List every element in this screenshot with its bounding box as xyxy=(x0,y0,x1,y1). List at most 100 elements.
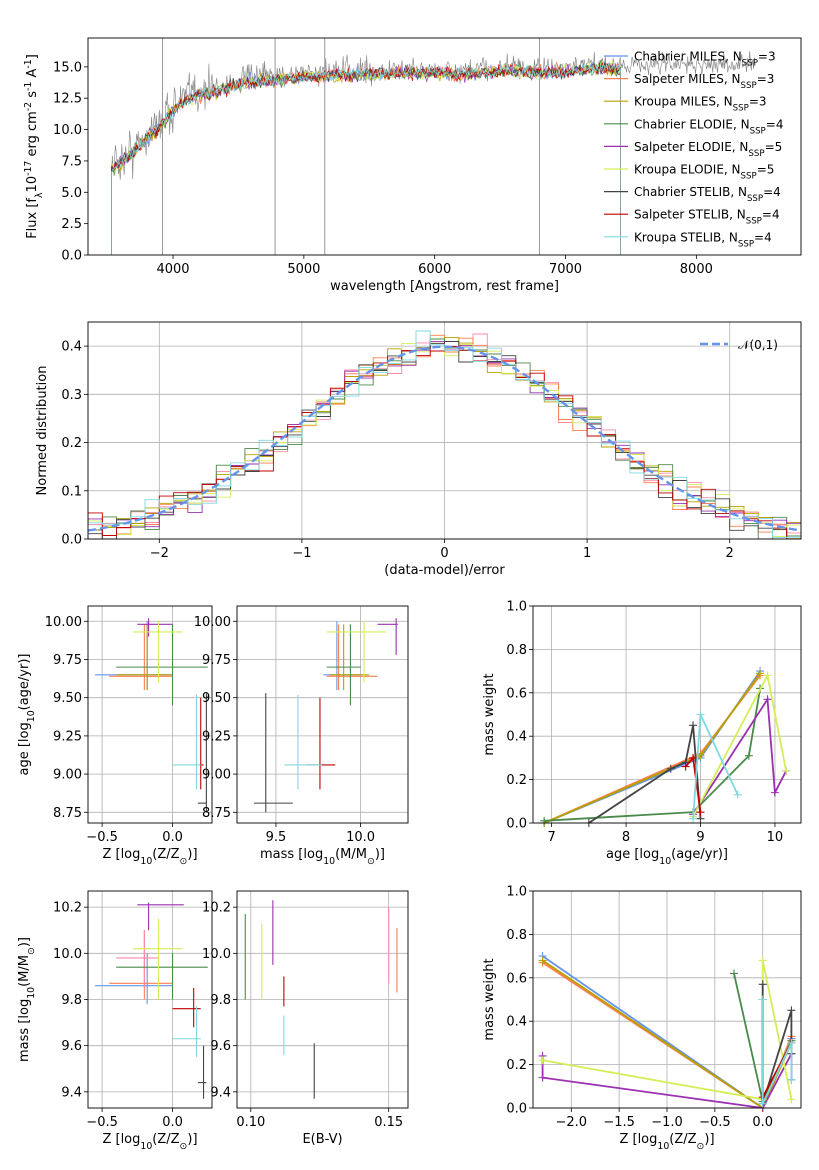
x-axis-label: E(B-V) xyxy=(302,1132,342,1147)
legend-label: Kroupa ELODIE, NSSP=5 xyxy=(634,163,774,182)
x-axis-label: Z [log10(Z/Z⊙)] xyxy=(619,1132,714,1152)
panel-mass-EBV: 0.10 0.15 9.4 9.6 9.8 10.0 10.2 E(B-V) xyxy=(202,890,409,1147)
weight-marker xyxy=(538,956,547,965)
y-tick-label: 10.00 xyxy=(45,615,82,630)
axes-frame xyxy=(236,890,409,1109)
weight-marker xyxy=(763,671,772,680)
y-tick-label: 9.50 xyxy=(53,691,82,706)
weight-marker xyxy=(540,816,549,825)
y-tick-label: 9.4 xyxy=(210,1085,231,1100)
y-tick-label: 2.5 xyxy=(61,217,82,232)
weight-marker xyxy=(696,808,705,817)
x-axis-label: (data-model)/error xyxy=(384,563,505,578)
axes-frame xyxy=(87,605,213,824)
legend-label: Chabrier STELIB, NSSP=4 xyxy=(634,185,781,204)
legend-label: Chabrier ELODIE, NSSP=4 xyxy=(634,117,783,136)
model-kroupa-stelib xyxy=(111,62,621,255)
plot-area xyxy=(533,606,801,823)
y-tick-label: 9.8 xyxy=(210,993,231,1008)
y-tick-label: 0.0 xyxy=(61,249,82,264)
weight-marker xyxy=(782,766,791,775)
x-tick-label: 4000 xyxy=(156,262,189,277)
x-axis-label: Z [log10(Z/Z⊙)] xyxy=(102,847,197,867)
x-tick-label: 1 xyxy=(583,546,591,561)
legend-label: Kroupa STELIB, NSSP=4 xyxy=(634,230,772,249)
legend: Chabrier MILES, NSSP=3 Salpeter MILES, NS… xyxy=(604,50,783,249)
x-tick-label: −0.5 xyxy=(699,1115,731,1130)
weight-marker xyxy=(787,1095,796,1104)
weight-marker xyxy=(538,1056,547,1065)
weight-marker xyxy=(730,969,738,978)
y-tick-label: 9.00 xyxy=(53,768,82,783)
y-tick-label: 0.0 xyxy=(61,533,82,548)
panel-weight-Z: −2.0 −1.5 −1.0 −0.5 0.0 0.0 0.2 0.4 0.6 0.8 1.0 Z [… xyxy=(482,885,802,1152)
y-tick-label: 0.8 xyxy=(506,643,527,658)
x-tick-label: −0.5 xyxy=(86,1115,118,1130)
y-tick-label: 10.0 xyxy=(202,947,231,962)
y-tick-label: 15.0 xyxy=(53,60,82,75)
axes-frame xyxy=(87,321,802,540)
legend: 𝒩(0,1) xyxy=(700,338,778,352)
x-tick-label: −1 xyxy=(292,546,311,561)
x-tick-label: −0.5 xyxy=(86,830,118,845)
weight-marker xyxy=(763,695,772,704)
x-tick-label: 0.0 xyxy=(162,830,183,845)
panel-age-Z: −0.5 0.0 8.75 9.00 9.25 9.50 9.75 10.00 Z [log10… xyxy=(17,605,213,867)
weight-marker xyxy=(758,995,767,1004)
x-tick-label: 7000 xyxy=(549,262,582,277)
axes-frame xyxy=(236,605,409,824)
y-tick-label: 10.2 xyxy=(53,901,82,916)
y-tick-label: 0.8 xyxy=(506,928,527,943)
x-tick-label: 0 xyxy=(440,546,448,561)
y-tick-label: 9.6 xyxy=(61,1039,82,1054)
legend-label: 𝒩(0,1) xyxy=(738,338,778,352)
x-tick-label: 10.0 xyxy=(346,830,375,845)
weight-marker xyxy=(787,1006,796,1015)
panel-weight-age: 7 8 9 10 0.0 0.2 0.4 0.6 0.8 1.0 age [log10(age/yr… xyxy=(482,600,802,867)
y-axis-label: Flux [fλ10-17 erg cm-2 s-1 A-1] xyxy=(23,54,45,239)
y-tick-label: 9.25 xyxy=(53,729,82,744)
x-tick-label: 0.15 xyxy=(374,1115,403,1130)
model-kroupa-elodie xyxy=(111,60,621,255)
weight-line-chabrier-elodie xyxy=(544,688,761,822)
panel-spectrum: 4000 5000 6000 7000 8000 0.0 2.5 5.0 7.5 10.0 12.5… xyxy=(23,37,802,294)
x-tick-label: −1.0 xyxy=(651,1115,683,1130)
y-tick-label: 9.6 xyxy=(210,1039,231,1054)
legend-label: Salpeter MILES, NSSP=3 xyxy=(634,72,774,91)
weight-marker xyxy=(696,710,705,719)
x-tick-label: 7 xyxy=(547,830,555,845)
y-axis-label: age [log10(age/yr)] xyxy=(17,654,37,776)
legend-label: Chabrier MILES, NSSP=3 xyxy=(634,50,776,69)
x-tick-label: −1.5 xyxy=(603,1115,635,1130)
y-tick-label: 7.5 xyxy=(61,154,82,169)
x-tick-label: 8 xyxy=(622,830,630,845)
legend-label: Kroupa MILES, NSSP=3 xyxy=(634,95,767,114)
y-tick-label: 1.0 xyxy=(506,885,527,900)
weight-marker xyxy=(758,1099,767,1108)
y-tick-label: 10.00 xyxy=(194,615,231,630)
weight-line-kroupa-stelib xyxy=(761,999,793,1105)
y-tick-label: 10.0 xyxy=(53,947,82,962)
y-tick-label: 0.4 xyxy=(61,340,82,355)
y-tick-label: 9.4 xyxy=(61,1085,82,1100)
y-tick-label: 1.0 xyxy=(506,600,527,615)
y-tick-label: 0.6 xyxy=(506,971,527,986)
y-tick-label: 9.50 xyxy=(202,691,231,706)
y-tick-label: 0.3 xyxy=(61,388,82,403)
plot-area xyxy=(237,606,408,823)
x-tick-label: 2 xyxy=(726,546,734,561)
y-tick-label: 12.5 xyxy=(53,92,82,107)
weight-marker xyxy=(787,1075,796,1084)
panel-mass-Z: −0.5 0.0 9.4 9.6 9.8 10.0 10.2 Z [log10(Z/Z⊙)] m… xyxy=(17,890,213,1152)
y-tick-label: 0.0 xyxy=(506,817,527,832)
weight-marker xyxy=(770,788,779,797)
x-tick-label: 10 xyxy=(767,830,784,845)
y-tick-label: 0.2 xyxy=(61,436,82,451)
y-tick-label: 0.2 xyxy=(506,1058,527,1073)
x-axis-label: age [log10(age/yr)] xyxy=(606,847,728,867)
legend-label: Salpeter ELODIE, NSSP=5 xyxy=(634,140,782,159)
axes-frame xyxy=(532,890,802,1109)
y-tick-label: 8.75 xyxy=(53,806,82,821)
weight-line-salpeter-elodie xyxy=(692,696,787,815)
